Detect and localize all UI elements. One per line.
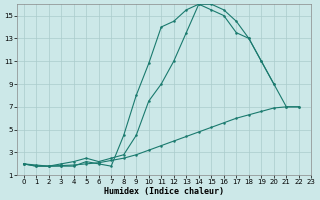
X-axis label: Humidex (Indice chaleur): Humidex (Indice chaleur) — [104, 187, 224, 196]
